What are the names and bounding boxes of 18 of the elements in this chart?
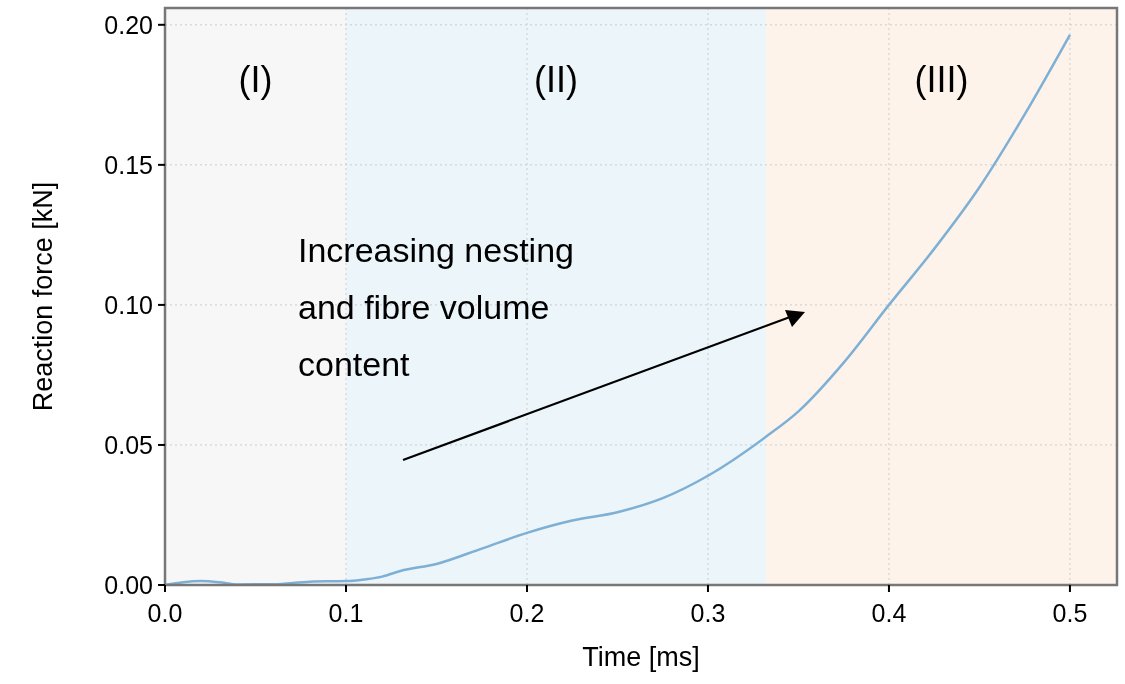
line-series bbox=[163, 33, 1072, 587]
x-tick-label: 0.1 bbox=[328, 599, 364, 627]
x-axis-title: Time [ms] bbox=[582, 642, 700, 672]
y-axis-title: Reaction force [kN] bbox=[28, 181, 58, 412]
band-label: (I) bbox=[238, 59, 273, 100]
x-tick-label: 0.4 bbox=[871, 599, 907, 627]
x-tick-label: 0.0 bbox=[147, 599, 183, 627]
band-label: (II) bbox=[533, 59, 578, 100]
annotation: Increasing nesting and fibre volume content bbox=[298, 231, 574, 383]
y-tick-label: 0.20 bbox=[104, 10, 153, 39]
x-tick-label: 0.2 bbox=[509, 599, 545, 627]
y-tick-label: 0.15 bbox=[104, 150, 153, 179]
x-tick-label: 0.3 bbox=[690, 599, 726, 627]
y-tick-label: 0.00 bbox=[104, 571, 153, 599]
band-label: (III) bbox=[914, 59, 969, 100]
y-tick-label: 0.05 bbox=[104, 430, 153, 459]
x-tick-label: 0.5 bbox=[1052, 599, 1088, 627]
y-tick-label: 0.10 bbox=[104, 290, 153, 319]
